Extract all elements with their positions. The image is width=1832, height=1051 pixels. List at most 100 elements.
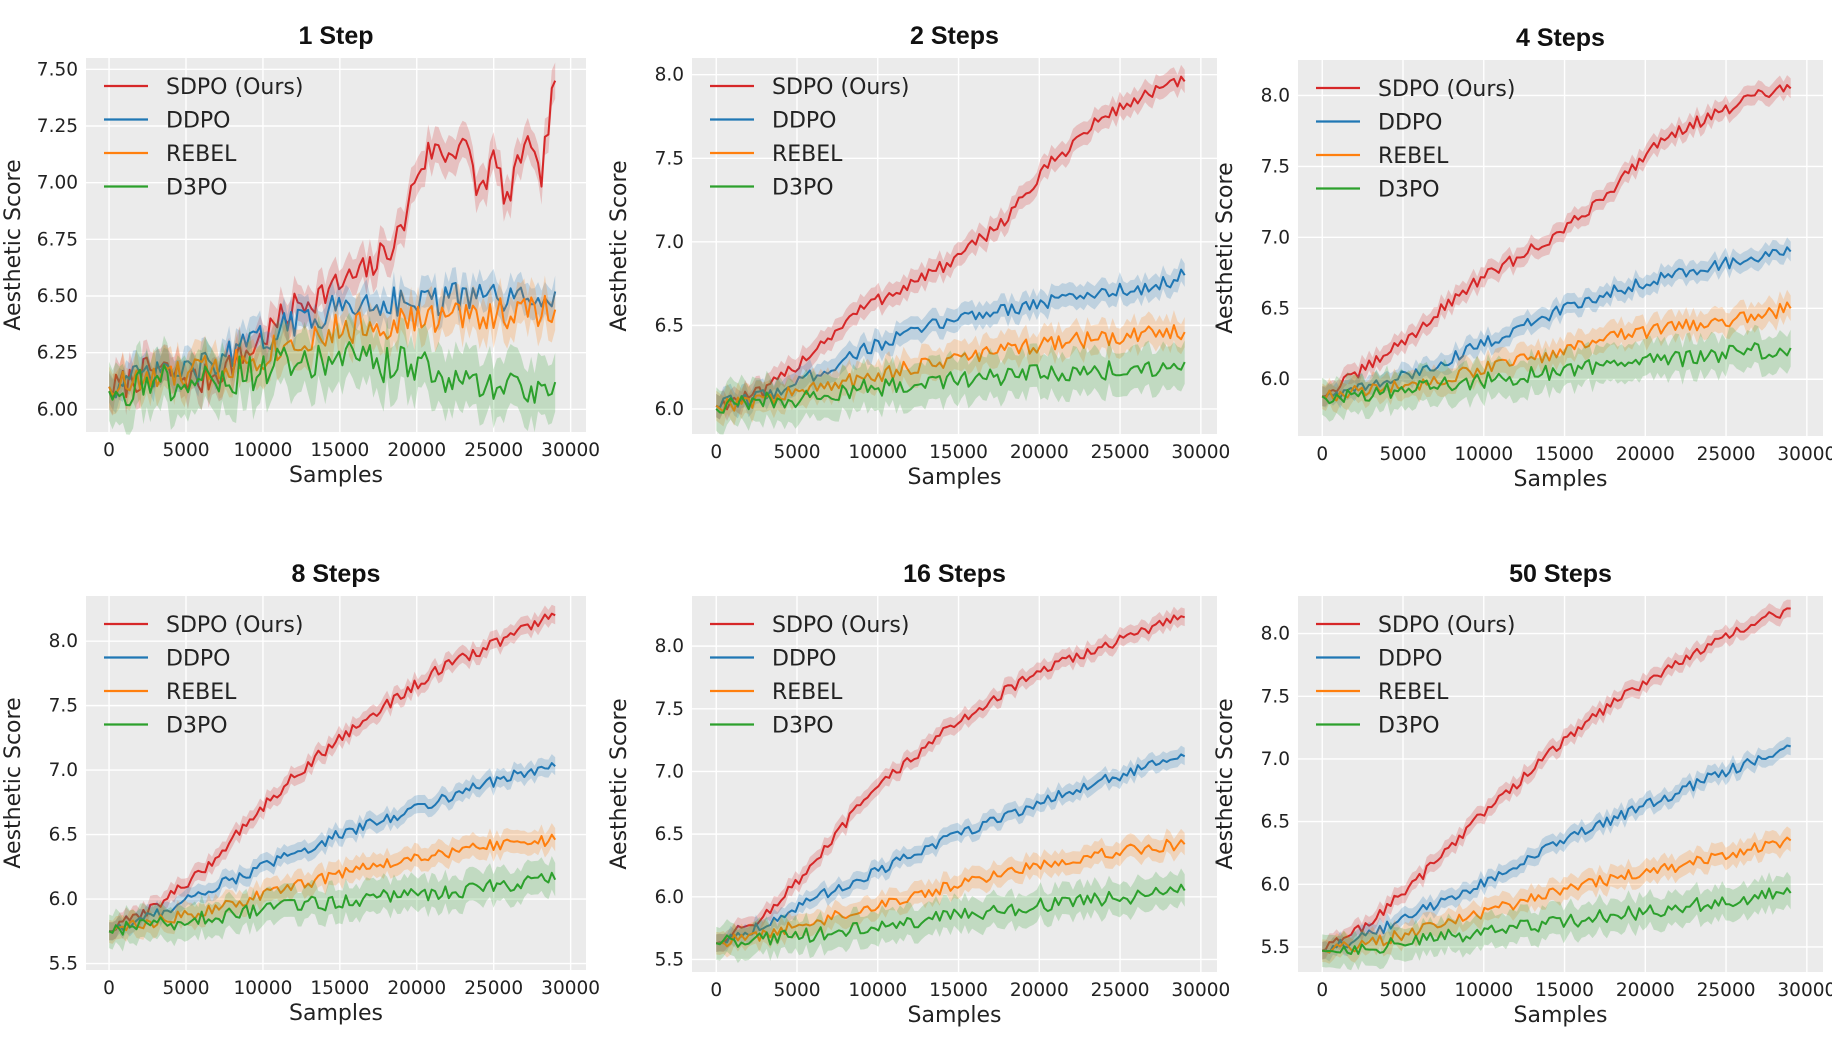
series-line-sdpo-ours (715, 75, 1186, 411)
y-tick-label: 7.50 (37, 59, 78, 80)
confidence-band-rebel (1322, 289, 1791, 414)
y-tick-label: 8.0 (655, 636, 684, 657)
x-tick-label: 10000 (1454, 980, 1513, 1001)
legend-label: SDPO (Ours) (1378, 77, 1515, 102)
chart-title: 50 Steps (1509, 560, 1612, 588)
series-line-sdpo-ours (108, 80, 557, 399)
series-line-sdpo-ours (1322, 84, 1792, 398)
chart-title: 2 Steps (910, 22, 999, 50)
x-tick-label: 20000 (1616, 980, 1675, 1001)
confidence-band-d3po (716, 868, 1185, 964)
x-tick-label: 25000 (1091, 980, 1150, 1001)
x-tick-label: 10000 (233, 978, 292, 999)
series-line-d3po (715, 883, 1186, 948)
chart-panel-4: 0 5000 10000 15000 20000 25000 30000 5.5 6.0 6.5 7… (1, 560, 600, 1026)
y-tick-label: 6.00 (37, 399, 78, 420)
series-line-rebel (715, 324, 1186, 413)
y-tick-label: 8.0 (1261, 85, 1290, 106)
confidence-band-d3po (716, 339, 1185, 435)
legend-label: SDPO (Ours) (166, 75, 303, 100)
x-tick-label: 20000 (1010, 442, 1069, 463)
x-tick-label: 5000 (1379, 980, 1426, 1001)
legend-label: REBEL (166, 142, 237, 167)
y-axis-label: Aesthetic Score (607, 698, 632, 869)
series-line-ddpo (716, 753, 1186, 945)
series-line-rebel (108, 833, 557, 934)
x-tick-label: 5000 (1379, 444, 1426, 465)
x-tick-label: 5000 (162, 440, 209, 461)
legend-label: D3PO (772, 714, 834, 739)
x-tick-label: 20000 (1010, 980, 1069, 1001)
x-tick-label: 0 (103, 440, 115, 461)
y-tick-label: 7.5 (655, 699, 684, 720)
confidence-band-ddpo (716, 745, 1185, 952)
confidence-band-rebel (716, 310, 1185, 427)
chart-title: 16 Steps (903, 560, 1006, 588)
confidence-band-d3po (109, 312, 556, 435)
legend: SDPO (Ours) DDPO REBEL D3PO (104, 613, 303, 739)
legend-label: DDPO (1378, 647, 1442, 672)
x-axis-label: Samples (908, 465, 1002, 490)
chart-panel-1: 0 5000 10000 15000 20000 25000 30000 6.00 6.25 6.… (1, 22, 600, 488)
legend-label: D3PO (772, 176, 834, 201)
legend-label: REBEL (772, 142, 843, 167)
x-tick-label: 25000 (1091, 442, 1150, 463)
y-tick-label: 7.5 (1261, 686, 1290, 707)
x-tick-label: 30000 (541, 440, 600, 461)
y-tick-label: 5.5 (49, 954, 78, 975)
series-line-d3po (1322, 887, 1792, 955)
y-tick-label: 6.0 (655, 887, 684, 908)
confidence-band-ddpo (716, 257, 1185, 420)
y-tick-label: 8.0 (1261, 624, 1290, 645)
series-line-sdpo-ours (1321, 607, 1791, 952)
x-tick-label: 0 (710, 980, 722, 1001)
legend-label: DDPO (772, 109, 836, 134)
y-axis-label: Aesthetic Score (607, 160, 632, 331)
y-axis-label: Aesthetic Score (1213, 698, 1238, 869)
confidence-band-sdpo-ours (1322, 75, 1791, 407)
series-line-rebel (1322, 836, 1792, 954)
y-tick-label: 7.0 (1261, 227, 1290, 248)
chart-title: 1 Step (298, 22, 373, 50)
y-tick-label: 6.0 (1261, 874, 1290, 895)
x-tick-label: 15000 (1535, 444, 1594, 465)
confidence-band-d3po (109, 856, 556, 952)
series-line-d3po (108, 871, 557, 936)
legend-label: D3PO (166, 714, 228, 739)
chart-panel-6: 0 5000 10000 15000 20000 25000 30000 5.5 6.0 6.5 7… (1213, 560, 1832, 1028)
series-line-ddpo (1321, 246, 1792, 400)
series-line-rebel (716, 838, 1186, 948)
y-tick-label: 7.5 (655, 148, 684, 169)
legend-label: DDPO (166, 109, 230, 134)
series-line-ddpo (109, 762, 556, 933)
chart-title: 8 Steps (292, 560, 381, 588)
legend-label: DDPO (772, 647, 836, 672)
x-tick-label: 15000 (1535, 980, 1594, 1001)
confidence-band-sdpo-ours (109, 604, 556, 941)
series-line-d3po (715, 360, 1186, 414)
series-line-d3po (1321, 342, 1792, 405)
x-tick-label: 30000 (1777, 980, 1832, 1001)
x-axis-label: Samples (1514, 1003, 1608, 1028)
x-tick-label: 15000 (929, 980, 988, 1001)
x-tick-label: 20000 (387, 440, 446, 461)
y-tick-label: 6.5 (49, 825, 78, 846)
y-tick-label: 8.0 (655, 65, 684, 86)
y-tick-label: 6.0 (49, 889, 78, 910)
y-axis-label: Aesthetic Score (1213, 162, 1238, 333)
confidence-band-d3po (1322, 871, 1791, 971)
x-tick-label: 20000 (387, 978, 446, 999)
y-tick-label: 6.25 (37, 343, 78, 364)
y-tick-label: 5.5 (1261, 937, 1290, 958)
y-tick-label: 6.50 (37, 286, 78, 307)
y-axis-label: Aesthetic Score (1, 159, 26, 330)
x-tick-label: 0 (1316, 444, 1328, 465)
x-axis-label: Samples (908, 1003, 1002, 1028)
legend-label: SDPO (Ours) (166, 613, 303, 638)
x-tick-label: 20000 (1616, 444, 1675, 465)
x-tick-label: 5000 (162, 978, 209, 999)
y-tick-label: 7.25 (37, 116, 78, 137)
series-line-d3po (108, 341, 557, 407)
legend-label: D3PO (166, 176, 228, 201)
y-tick-label: 5.5 (655, 949, 684, 970)
